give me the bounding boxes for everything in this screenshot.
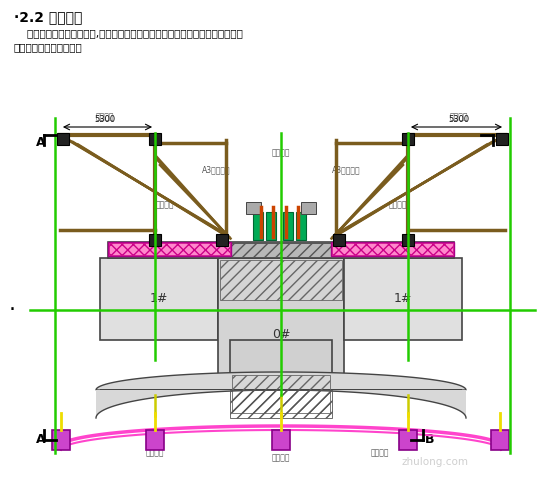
Bar <box>344 258 462 340</box>
Bar <box>220 260 342 300</box>
Bar <box>57 133 69 145</box>
Bar <box>108 242 454 258</box>
Text: ·: · <box>8 300 16 320</box>
Text: A: A <box>36 433 45 446</box>
Bar <box>332 243 453 255</box>
Bar <box>331 242 454 256</box>
Text: 1#: 1# <box>394 292 412 305</box>
Text: 后节断面: 后节断面 <box>272 148 290 158</box>
Text: ·2.2 计算模型: ·2.2 计算模型 <box>14 10 82 24</box>
Bar <box>272 430 290 450</box>
Text: 前上横棁: 前上横棁 <box>96 113 114 122</box>
Text: zhulong.com: zhulong.com <box>402 457 469 467</box>
Text: S闳架: S闳架 <box>185 241 198 247</box>
Bar <box>232 375 330 413</box>
Text: 前下横棁: 前下横棁 <box>272 453 290 463</box>
Text: S闳架: S闳架 <box>365 241 377 247</box>
Text: 板内平板: 板内平板 <box>156 201 174 209</box>
Bar <box>253 212 263 240</box>
Text: 5300: 5300 <box>449 115 470 124</box>
Bar <box>100 258 218 340</box>
Bar <box>301 202 316 214</box>
Text: 0#: 0# <box>272 327 290 341</box>
Bar <box>109 243 230 255</box>
Bar <box>230 340 332 390</box>
Text: 前上横棁: 前上横棁 <box>450 113 468 122</box>
Bar <box>296 212 306 240</box>
Bar <box>246 202 261 214</box>
Text: 前下横棁: 前下横棁 <box>146 448 164 458</box>
Bar <box>333 234 345 246</box>
Bar <box>149 234 161 246</box>
Text: A3柱上节点: A3柱上节点 <box>332 165 360 175</box>
Bar <box>230 390 332 418</box>
Bar <box>496 133 508 145</box>
Bar <box>283 212 293 240</box>
Bar <box>110 243 452 257</box>
Bar <box>52 430 70 450</box>
Bar <box>402 133 414 145</box>
Bar <box>266 212 276 240</box>
Bar <box>218 258 344 390</box>
Polygon shape <box>96 372 466 390</box>
Text: A: A <box>36 136 45 149</box>
Bar <box>146 430 164 450</box>
Text: 挂笼结构计算模型见下图,包括主桁架、立柱间横向连接系、前上横棁、底笼、: 挂笼结构计算模型见下图,包括主桁架、立柱间横向连接系、前上横棁、底笼、 <box>14 28 243 38</box>
Bar <box>149 133 161 145</box>
Text: B: B <box>425 433 435 446</box>
Bar <box>402 234 414 246</box>
Text: 板内平板: 板内平板 <box>389 201 407 209</box>
Bar <box>491 430 509 450</box>
Text: B: B <box>495 136 505 149</box>
Text: 前下横棁: 前下横棁 <box>371 448 389 458</box>
Bar <box>108 242 231 256</box>
Bar <box>216 234 228 246</box>
Text: 1#: 1# <box>150 292 168 305</box>
Bar <box>399 430 417 450</box>
Text: 导梁等所有的承重系统。: 导梁等所有的承重系统。 <box>14 42 83 52</box>
Text: A3柱上节点: A3柱上节点 <box>202 165 230 175</box>
Text: 5300: 5300 <box>95 115 115 124</box>
